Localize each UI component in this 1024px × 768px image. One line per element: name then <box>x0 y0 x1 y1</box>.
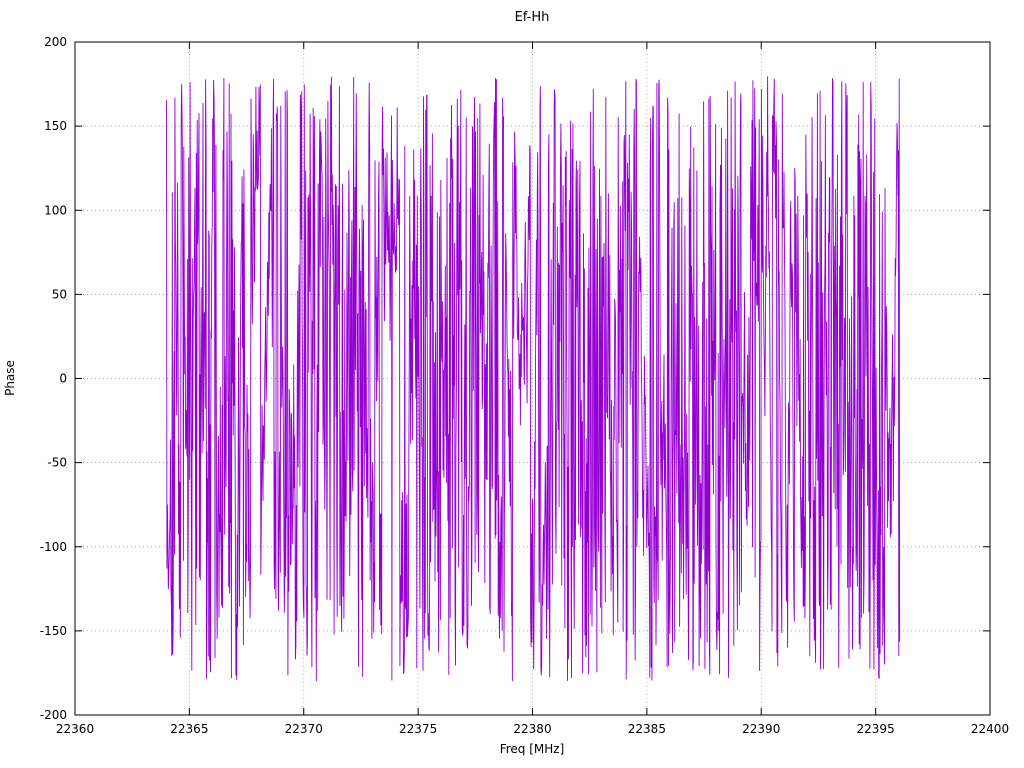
x-tick-label: 22385 <box>628 722 666 736</box>
y-tick-label: -150 <box>40 624 67 638</box>
x-tick-label: 22375 <box>399 722 437 736</box>
data-series <box>166 76 901 682</box>
y-tick-label: 150 <box>44 119 67 133</box>
x-tick-label: 22395 <box>857 722 895 736</box>
x-tick-label: 22390 <box>742 722 780 736</box>
y-tick-label: -200 <box>40 708 67 722</box>
tick-labels: 22360 22365 22370 22375 22380 22385 22390 22395… <box>40 35 1009 736</box>
y-tick-label: 100 <box>44 203 67 217</box>
x-tick-label: 22400 <box>971 722 1009 736</box>
y-tick-label: 200 <box>44 35 67 49</box>
chart-title: Ef-Hh <box>515 10 550 25</box>
series-line-ef-hh <box>166 76 901 682</box>
x-tick-label: 22370 <box>285 722 323 736</box>
x-tick-label: 22365 <box>170 722 208 736</box>
y-tick-label: -100 <box>40 540 67 554</box>
x-axis-label: Freq [MHz] <box>500 742 565 756</box>
y-tick-label: 0 <box>59 372 67 386</box>
y-axis-label: Phase <box>3 360 17 396</box>
x-tick-label: 22360 <box>56 722 94 736</box>
tick-marks <box>74 41 991 716</box>
x-tick-label: 22380 <box>513 722 551 736</box>
y-tick-label: 50 <box>52 287 67 301</box>
y-tick-label: -50 <box>47 456 67 470</box>
